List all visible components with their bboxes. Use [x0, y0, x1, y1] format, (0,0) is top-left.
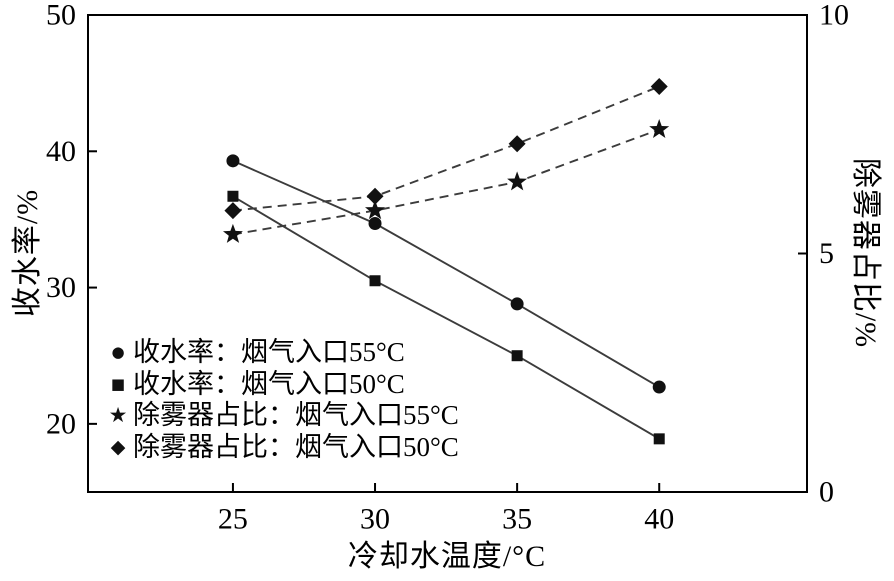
x-axis-tick-label: 25 [218, 503, 248, 536]
square-marker-icon: ■ [110, 374, 126, 393]
star-data-marker [223, 223, 243, 243]
legend-item: ★ 除雾器占比：烟气入口55°C [103, 400, 459, 432]
legend-label: 除雾器占比：烟气入口50°C [133, 431, 459, 462]
square-data-marker [227, 190, 239, 202]
legend-label: 收水率：烟气入口55°C [133, 337, 405, 367]
star-marker-icon: ★ [108, 403, 128, 427]
legend-item: ● 收水率：烟气入口55°C [103, 337, 459, 369]
series-line-0 [232, 159, 660, 388]
diamond-data-marker [650, 78, 668, 96]
left-axis-tick-label: 20 [46, 407, 76, 440]
left-axis-tick-label: 30 [46, 271, 76, 304]
left-axis-tick-label: 50 [46, 0, 76, 32]
series-line-3 [232, 85, 660, 212]
x-axis-tick-label: 30 [360, 503, 390, 536]
right-axis-title: 除雾器占比/% [849, 157, 882, 349]
square-data-marker [653, 433, 665, 445]
diamond-marker-icon: ◆ [110, 435, 126, 458]
x-axis-tick-label: 35 [502, 503, 532, 536]
star-data-marker [649, 119, 670, 138]
right-axis-tick-label: 10 [819, 0, 849, 32]
star-data-marker [507, 171, 528, 191]
chart-legend: ● 收水率：烟气入口55°C ■ 收水率：烟气入口50°C ★ 除雾器占比：烟气… [103, 337, 459, 463]
square-data-marker [369, 275, 381, 287]
legend-item: ◆ 除雾器占比：烟气入口50°C [103, 432, 459, 464]
square-data-marker [511, 350, 523, 362]
circle-data-marker [652, 380, 666, 394]
x-axis-title: 冷却水温度/°C [347, 540, 547, 573]
series-line-2 [232, 128, 660, 236]
star-data-marker [365, 200, 385, 220]
legend-item: ■ 收水率：烟气入口50°C [103, 369, 459, 401]
diamond-data-marker [366, 187, 384, 205]
circle-data-marker [368, 217, 382, 231]
left-axis-tick-label: 40 [46, 135, 76, 168]
circle-data-marker [510, 297, 524, 311]
right-axis-tick-label: 5 [819, 237, 834, 270]
circle-data-marker [226, 154, 240, 168]
circle-marker-icon: ● [111, 343, 125, 361]
legend-label: 除雾器占比：烟气入口55°C [133, 400, 459, 430]
series-line-1 [232, 195, 660, 440]
diamond-data-marker [508, 135, 526, 153]
x-axis-tick-label: 40 [644, 503, 674, 536]
legend-label: 收水率：烟气入口50°C [133, 368, 405, 399]
diamond-data-marker [224, 202, 242, 220]
left-axis-title: 收水率/% [11, 188, 44, 318]
right-axis-tick-label: 0 [819, 476, 834, 509]
